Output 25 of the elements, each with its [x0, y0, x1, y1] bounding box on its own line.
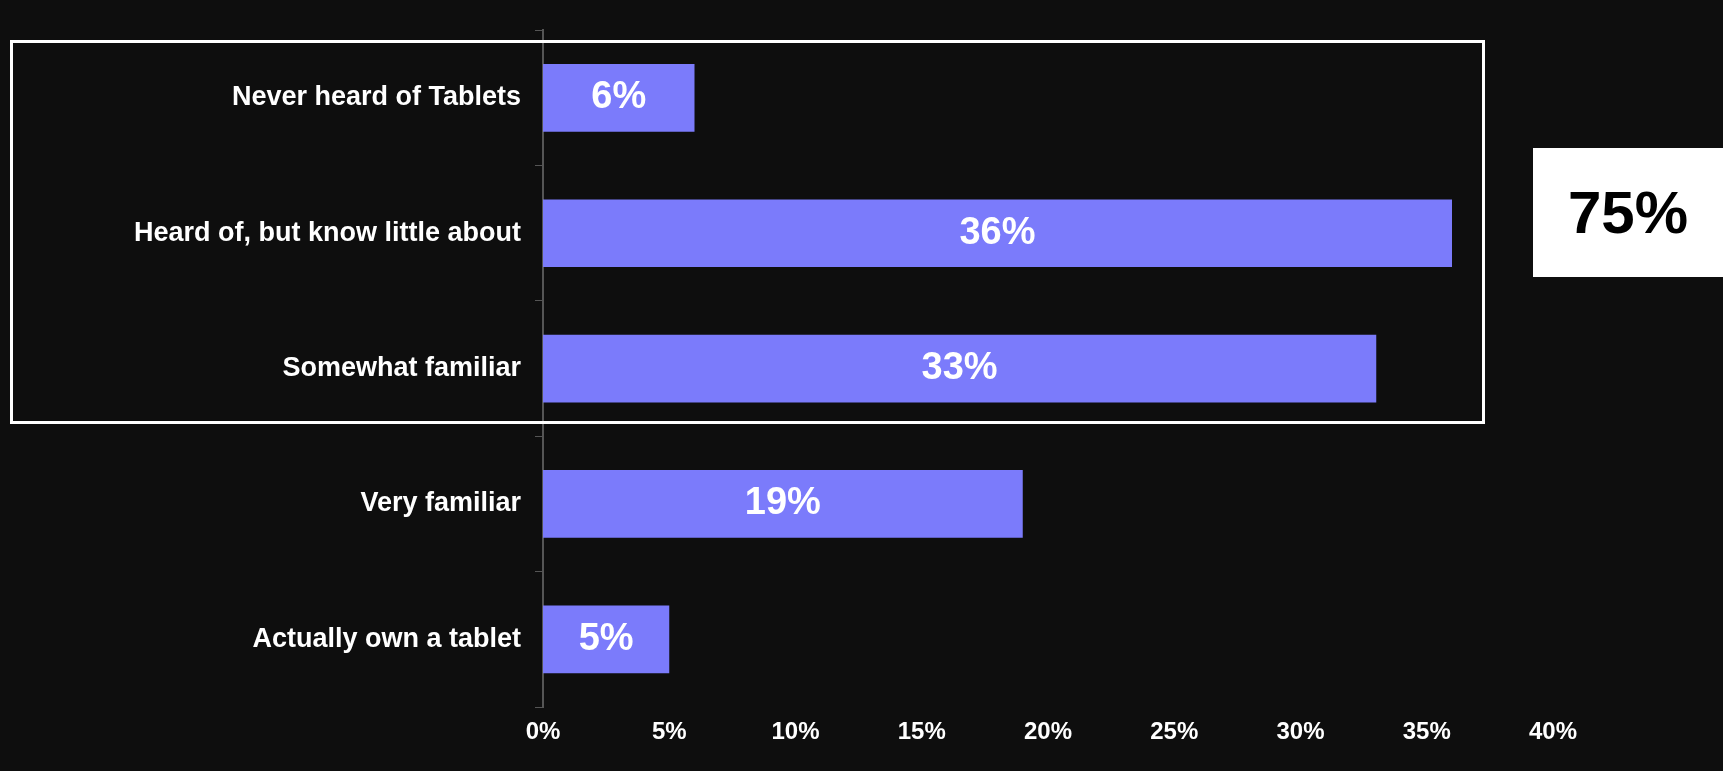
data-label: 33% — [921, 345, 998, 388]
x-tick-label: 15% — [897, 717, 946, 745]
x-tick-label: 35% — [1402, 717, 1451, 745]
x-tick-label: 30% — [1276, 717, 1325, 745]
y-tick-label: Somewhat familiar — [282, 352, 522, 383]
bar — [543, 64, 695, 132]
data-label: 5% — [578, 615, 634, 658]
bar — [543, 470, 1023, 538]
y-tick-label: Never heard of Tablets — [231, 81, 521, 112]
x-tick-label: 20% — [1023, 717, 1073, 745]
text: 75% — [1533, 148, 1723, 277]
x-tick-label: 10% — [771, 717, 820, 745]
data-label: 6% — [591, 74, 647, 117]
x-tick-label: 25% — [1150, 717, 1199, 745]
y-tick-label: Heard of, but know little about — [134, 216, 521, 247]
bar — [543, 199, 1452, 268]
bar — [543, 334, 1377, 403]
x-tick-label: 40% — [1528, 717, 1578, 745]
data-label: 36% — [959, 209, 1036, 252]
y-tick-label: Very familiar — [360, 487, 522, 518]
bar — [543, 605, 670, 674]
x-tick-label: 0% — [525, 717, 561, 745]
y-tick-label: Actually own a tablet — [252, 622, 521, 653]
x-tick-label: 5% — [651, 717, 687, 745]
data-label: 19% — [744, 480, 821, 523]
